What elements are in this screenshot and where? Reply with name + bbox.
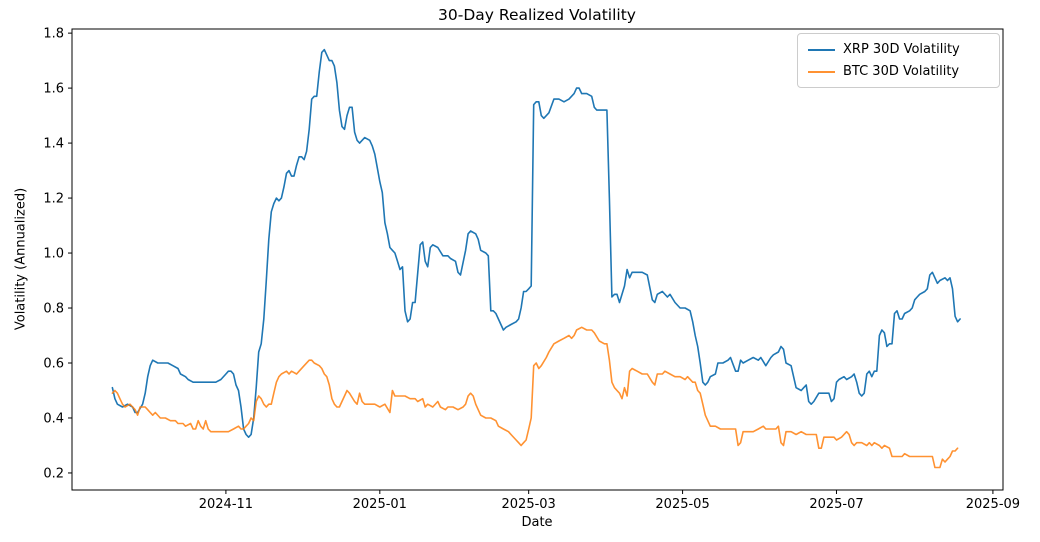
y-tick-label: 1.6 — [43, 82, 64, 97]
btc-line-swatch — [808, 70, 835, 73]
y-axis-label: Volatility (Annualized) — [13, 187, 29, 331]
legend-label-xrp: XRP 30D Volatility — [843, 42, 960, 57]
plot-area — [71, 28, 1004, 491]
legend-label-btc: BTC 30D Volatility — [843, 64, 960, 79]
y-tick-label: 1.8 — [43, 27, 64, 42]
legend: XRP 30D Volatility BTC 30D Volatility — [797, 33, 1000, 88]
legend-item-xrp: XRP 30D Volatility — [808, 42, 989, 57]
y-tick-label: 0.4 — [43, 411, 64, 426]
y-tick-label: 1.0 — [43, 247, 64, 262]
x-tick-label: 2025-07 — [809, 497, 863, 512]
btc-series-line — [111, 326, 959, 469]
xrp-series-line — [111, 48, 961, 438]
x-tick-label: 2025-03 — [502, 497, 556, 512]
y-tick-label: 1.2 — [43, 192, 64, 207]
y-tick-label: 0.2 — [43, 466, 64, 481]
y-tick-label: 0.6 — [43, 356, 64, 371]
x-tick-label: 2025-01 — [353, 497, 407, 512]
x-tick-label: 2024-11 — [199, 497, 253, 512]
x-axis-label: Date — [521, 515, 553, 530]
y-tick-label: 0.8 — [43, 302, 64, 317]
y-tick-label: 1.4 — [43, 137, 64, 152]
x-tick-label: 2025-09 — [966, 497, 1020, 512]
x-tick-label: 2025-05 — [655, 497, 709, 512]
xrp-line-swatch — [808, 48, 835, 51]
legend-item-btc: BTC 30D Volatility — [808, 64, 989, 79]
chart-title: 30-Day Realized Volatility — [438, 6, 636, 24]
